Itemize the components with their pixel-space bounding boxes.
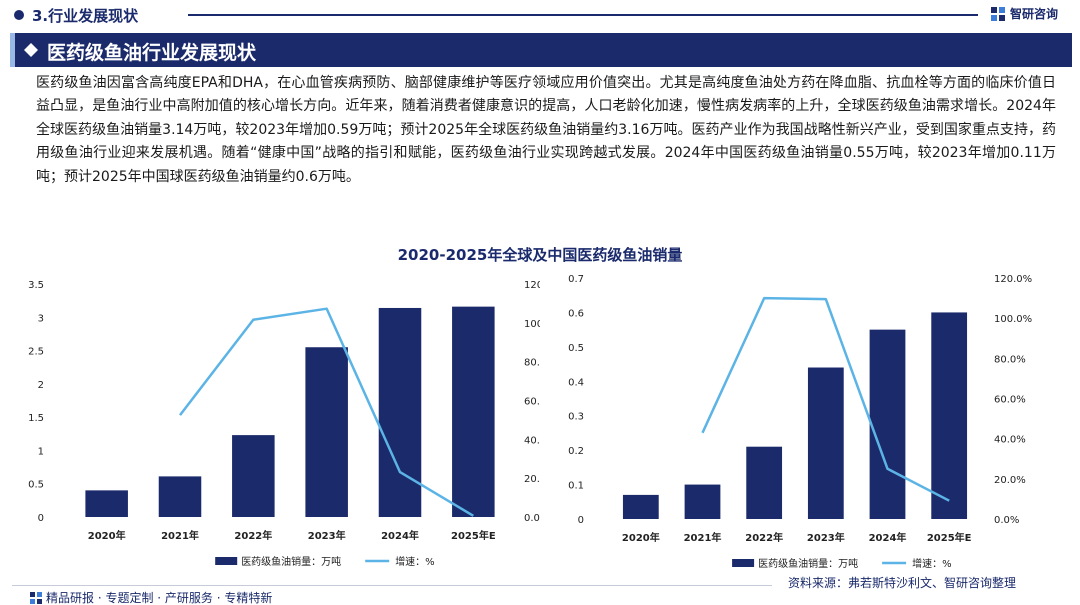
right-axis-tick-label: 120.0%	[994, 274, 1032, 285]
x-axis-tick-label: 2023年	[807, 531, 845, 544]
legend-bar-label: 医药级鱼油销量：万吨	[241, 555, 341, 568]
left-axis-tick-label: 0.3	[568, 412, 584, 423]
brand-name: 智研咨询	[1010, 7, 1059, 21]
growth-rate-line	[701, 296, 950, 502]
brand-logo-link[interactable]: 智研咨询	[990, 5, 1058, 22]
sales-bar	[232, 435, 275, 517]
left-axis-tick-label: 2.5	[28, 347, 44, 358]
right-axis-tick-label: 20.0%	[994, 475, 1026, 486]
x-axis-tick-label: 2022年	[234, 529, 272, 542]
section-bullet-icon	[14, 10, 24, 20]
header-divider	[188, 14, 978, 16]
right-axis-tick-label: 80.0%	[524, 358, 540, 369]
footer-logo-icon	[30, 591, 42, 604]
left-axis-tick-label: 0.5	[28, 480, 44, 491]
right-axis-tick-label: 60.0%	[524, 397, 540, 408]
left-axis-tick-label: 0.6	[568, 308, 584, 319]
sales-bar	[622, 494, 659, 519]
sales-bar	[684, 484, 721, 519]
right-axis-tick-label: 80.0%	[994, 354, 1026, 365]
sales-bar	[807, 367, 844, 519]
section-title: 3.行业发展现状	[32, 7, 139, 25]
left-axis-tick-label: 1.5	[28, 413, 44, 424]
sales-bar	[158, 476, 202, 517]
left-axis-tick-label: 0.2	[568, 446, 584, 457]
left-axis-tick-label: 0.7	[568, 274, 584, 285]
right-axis-tick-label: 0.0%	[994, 515, 1019, 526]
right-axis-tick-label: 40.0%	[994, 435, 1026, 446]
body-paragraph: 医药级鱼油因富含高纯度EPA和DHA，在心血管疾病预防、脑部健康维护等医疗领域应…	[36, 75, 1056, 185]
global-sales-chart: 0 0.5 1 1.5 2 2.5 3 3.5 0.0% 20.0% 40.0% 60.0% 80.0%…	[28, 280, 540, 568]
growth-rate-line	[179, 307, 474, 517]
left-axis-tick-label: 2	[38, 380, 44, 391]
left-axis-tick-label: 0.5	[568, 343, 584, 354]
legend-bar-swatch	[732, 559, 755, 567]
x-axis-tick-label: 2021年	[161, 529, 199, 542]
footer-divider	[12, 585, 772, 586]
footer-services: 精品研报 · 专题定制 · 产研服务 · 专精特新	[30, 589, 272, 605]
x-axis-tick-label: 2022年	[745, 531, 783, 544]
x-axis-tick-label: 2020年	[622, 531, 660, 544]
left-axis-tick-label: 3	[38, 313, 44, 324]
sales-bar	[85, 490, 128, 517]
x-axis-tick-label: 2023年	[308, 529, 346, 542]
legend-line-label: 增速：%	[395, 555, 435, 568]
x-axis-tick-label: 2024年	[869, 531, 907, 544]
sales-bar	[378, 307, 422, 517]
x-axis-tick-label: 2025年E	[451, 529, 496, 542]
right-axis-tick-label: 20.0%	[524, 474, 540, 485]
sales-bar	[746, 446, 783, 519]
right-axis-tick-label: 40.0%	[524, 435, 540, 446]
x-axis-tick-label: 2020年	[88, 529, 126, 542]
sales-bar	[305, 347, 348, 517]
left-axis-tick-label: 0.1	[568, 481, 584, 492]
brand-logo-icon	[991, 6, 1005, 21]
left-axis-tick-label: 0	[38, 513, 44, 524]
title-banner: 医药级鱼油行业发展现状	[10, 33, 1072, 67]
right-axis-tick-label: 60.0%	[994, 395, 1026, 406]
left-axis-tick-label: 0.4	[568, 377, 584, 388]
legend-bar-swatch	[215, 557, 238, 565]
legend-line-label: 增速：%	[912, 557, 952, 570]
left-axis-tick-label: 0	[578, 515, 584, 526]
page-title: 医药级鱼油行业发展现状	[47, 42, 257, 64]
right-axis-tick-label: 100.0%	[994, 314, 1032, 325]
sales-bar	[931, 312, 968, 519]
diamond-icon	[24, 43, 38, 57]
china-sales-chart: 0 0.1 0.2 0.3 0.4 0.5 0.6 0.7 0.0% 20.0% 40.0% 60.0…	[568, 274, 1032, 570]
footer-text: 精品研报 · 专题定制 · 产研服务 · 专精特新	[46, 591, 273, 605]
x-axis-tick-label: 2025年E	[927, 531, 972, 544]
x-axis-tick-label: 2021年	[684, 531, 722, 544]
right-axis-tick-label: 100.0%	[524, 319, 540, 330]
legend-bar-label: 医药级鱼油销量：万吨	[758, 557, 858, 570]
sales-bar	[869, 329, 906, 519]
sales-bar	[452, 306, 495, 517]
right-axis-tick-label: 120.0%	[524, 280, 540, 291]
left-axis-tick-label: 3.5	[28, 280, 44, 291]
left-axis-tick-label: 1	[38, 446, 44, 457]
x-axis-tick-label: 2024年	[381, 529, 419, 542]
figure-title: 2020-2025年全球及中国医药级鱼油销量	[397, 246, 683, 264]
source-note: 资料来源：弗若斯特沙利文、智研咨询整理	[788, 576, 1017, 590]
right-axis-tick-label: 0.0%	[524, 513, 540, 524]
top-bar: 3.行业发展现状 智研咨询	[0, 0, 1080, 30]
